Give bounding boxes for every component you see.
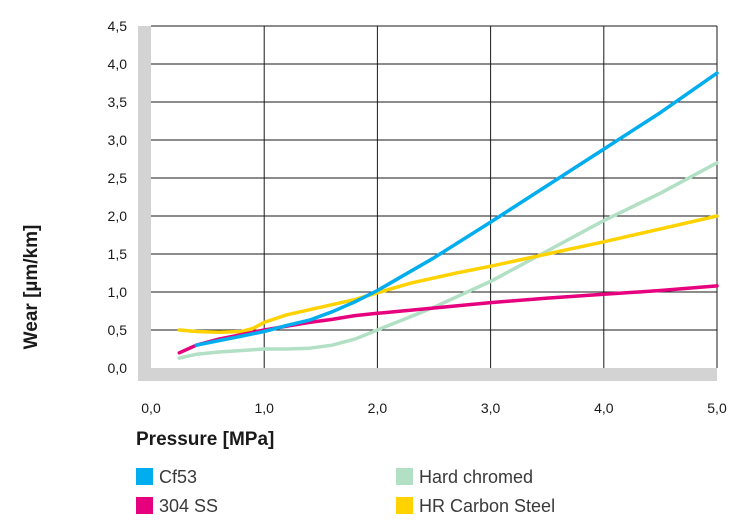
x-tick-label-1: 1,0 xyxy=(254,400,274,416)
x-axis-bar xyxy=(138,368,717,381)
legend-swatch-1 xyxy=(136,497,153,514)
legend-label-3: HR Carbon Steel xyxy=(419,496,555,516)
legend-swatch-2 xyxy=(396,468,413,485)
x-tick-label-5: 5,0 xyxy=(707,400,727,416)
y-tick-label-3: 1,5 xyxy=(108,246,128,262)
grid-lines xyxy=(151,26,717,368)
legend-label-1: 304 SS xyxy=(159,496,218,516)
x-tick-label-2: 2,0 xyxy=(368,400,388,416)
y-axis-title: Wear [µm/km] xyxy=(21,225,42,350)
x-tick-label-3: 3,0 xyxy=(481,400,501,416)
x-axis-title: Pressure [MPa] xyxy=(136,429,274,450)
x-tick-label-0: 0,0 xyxy=(141,400,161,416)
legend-label-0: Cf53 xyxy=(159,467,197,487)
series-line-3 xyxy=(179,216,717,332)
y-tick-label-1: 0,5 xyxy=(108,322,128,338)
y-axis-tick-labels: 0,0 0,5 1,0 1,5 2,0 2,5 3,0 3,5 4,0 4,5 xyxy=(108,18,128,376)
y-tick-label-4: 2,0 xyxy=(108,208,128,224)
y-tick-label-2: 1,0 xyxy=(108,284,128,300)
legend-swatch-3 xyxy=(396,497,413,514)
y-tick-label-9: 4,5 xyxy=(108,18,128,34)
x-axis-tick-labels: 0,0 1,0 2,0 3,0 4,0 5,0 xyxy=(141,400,727,416)
series-line-2 xyxy=(179,163,717,358)
y-tick-label-7: 3,5 xyxy=(108,94,128,110)
series-line-1 xyxy=(179,286,717,353)
legend-label-2: Hard chromed xyxy=(419,467,533,487)
legend-swatch-0 xyxy=(136,468,153,485)
y-tick-label-0: 0,0 xyxy=(108,360,128,376)
x-tick-label-4: 4,0 xyxy=(594,400,614,416)
legend: Cf53 304 SS Hard chromed HR Carbon Steel xyxy=(136,467,555,516)
y-tick-label-6: 3,0 xyxy=(108,132,128,148)
plot-area xyxy=(138,26,717,381)
y-tick-label-8: 4,0 xyxy=(108,56,128,72)
y-axis-bar xyxy=(138,26,151,381)
y-tick-label-5: 2,5 xyxy=(108,170,128,186)
